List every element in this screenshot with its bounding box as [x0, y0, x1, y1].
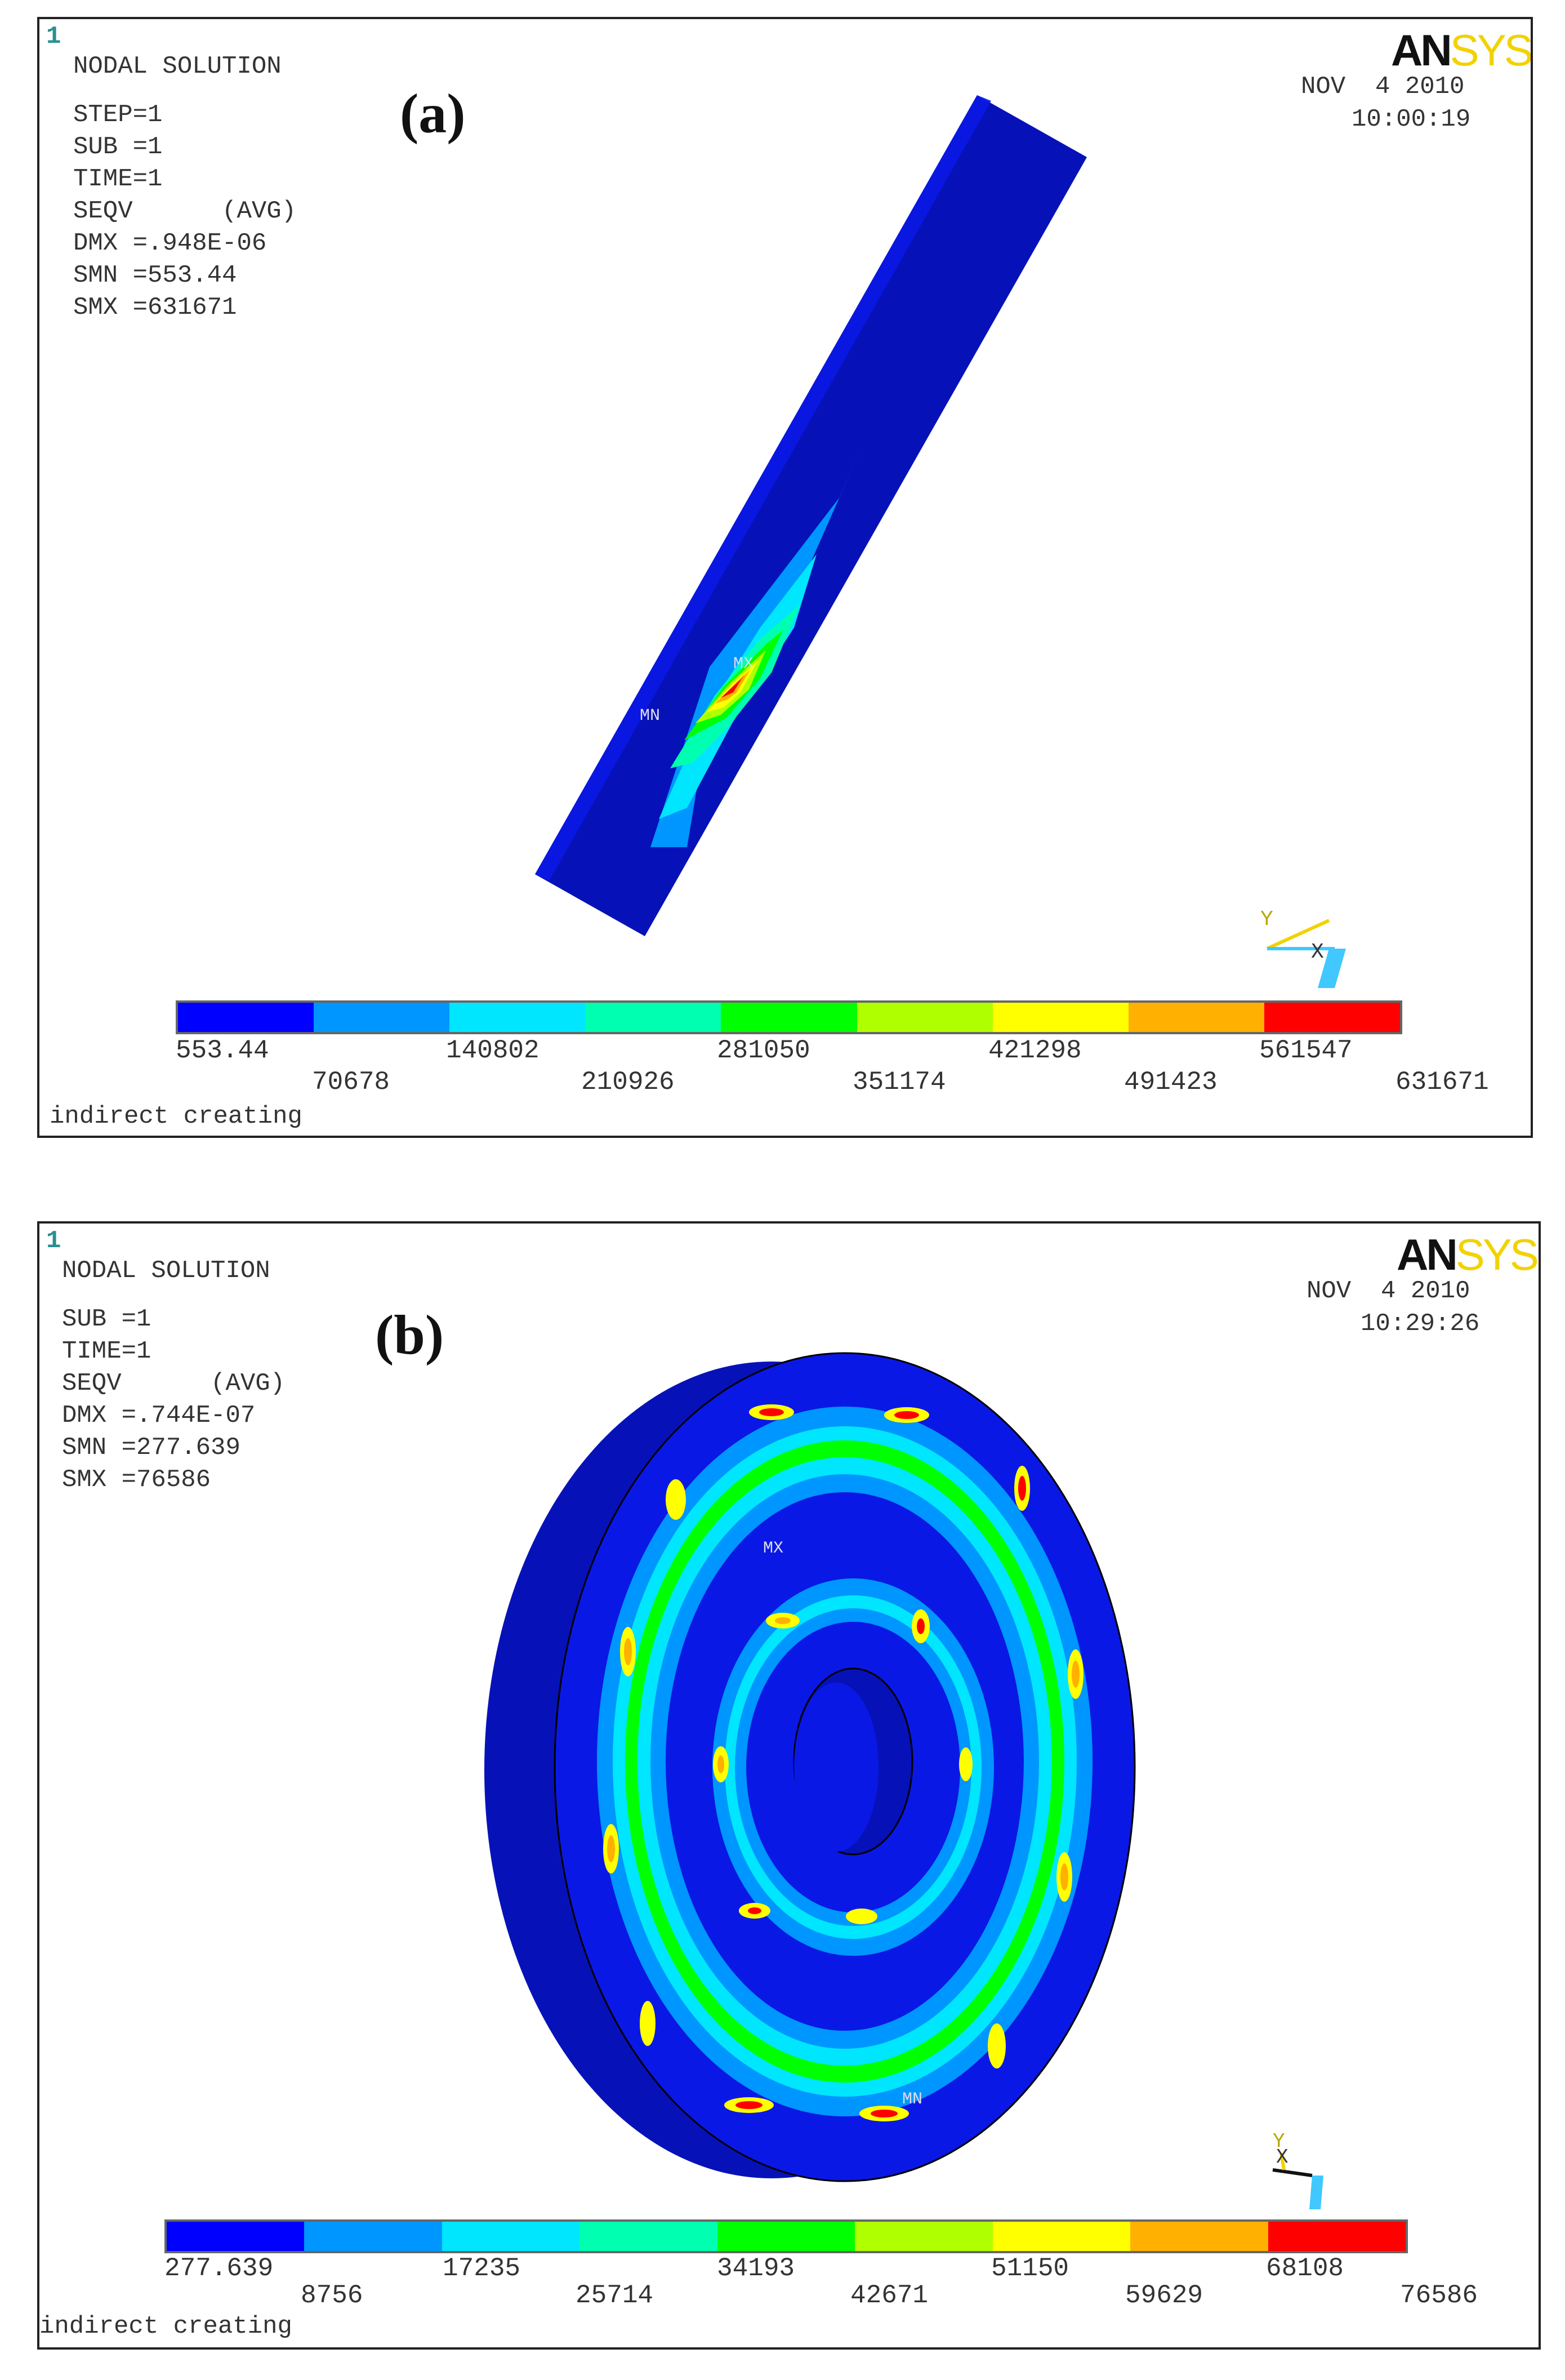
- legend-lower-label: 631671: [1395, 1067, 1489, 1097]
- legend-lower-label: 25714: [576, 2281, 654, 2310]
- info-line: SUB =1: [62, 1305, 151, 1333]
- legend-upper-label: 140802: [446, 1036, 539, 1065]
- legend-band: [992, 2222, 1131, 2251]
- coordinate-triad: [1266, 919, 1346, 988]
- legend-band: [314, 1003, 450, 1032]
- info-line: SMN =277.639: [62, 1434, 240, 1462]
- outer-hotspots: [603, 1404, 1084, 2121]
- legend-upper-label: 561547: [1259, 1036, 1353, 1065]
- info-line: SMN =553.44: [73, 261, 237, 290]
- legend-band: [721, 1003, 857, 1032]
- legend-upper-label: 51150: [991, 2254, 1069, 2283]
- legend-lower-label: 76586: [1400, 2281, 1478, 2310]
- legend-upper-label: 277.639: [164, 2254, 274, 2283]
- contour-legend: [164, 2219, 1408, 2253]
- logo-part-1: AN: [1397, 1230, 1458, 1279]
- panel-label: (a): [400, 82, 466, 145]
- result-header: NODAL SOLUTION: [62, 1257, 270, 1285]
- legend-band: [857, 1003, 993, 1032]
- legend-upper-label: 34193: [717, 2254, 795, 2283]
- date-stamp: NOV 4 2010: [1301, 73, 1465, 101]
- legend-band: [1130, 2222, 1268, 2251]
- logo-part-2: SYS: [1450, 25, 1531, 75]
- legend-lower-label: 70678: [312, 1067, 390, 1097]
- coordinate-triad: [1272, 2152, 1323, 2209]
- legend-lower-label: 491423: [1124, 1067, 1218, 1097]
- legend-band: [1128, 1003, 1264, 1032]
- result-header: NODAL SOLUTION: [73, 52, 282, 81]
- panel-label: (b): [375, 1304, 444, 1366]
- panel-a-graphics: [535, 95, 1346, 988]
- time-stamp: 10:00:19: [1352, 105, 1471, 134]
- view-number: 1: [46, 23, 61, 51]
- bar-top-face: [535, 95, 991, 881]
- info-line: STEP=1: [73, 101, 163, 129]
- info-line: SUB =1: [73, 133, 163, 161]
- legend-band: [855, 2222, 993, 2251]
- legend-band: [449, 1003, 586, 1032]
- legend-band: [442, 2222, 580, 2251]
- info-line: TIME=1: [73, 165, 163, 193]
- bar-side-face: [535, 95, 1087, 936]
- info-line: SEQV (AVG): [62, 1369, 286, 1398]
- legend-lower-label: 42671: [850, 2281, 929, 2310]
- logo-part-1: AN: [1391, 25, 1452, 75]
- logo-part-2: SYS: [1455, 1230, 1539, 1279]
- result-info: STEP=1 SUB =1 TIME=1 SEQV (AVG) DMX =.94…: [73, 103, 296, 320]
- time-stamp: 10:29:26: [1361, 1310, 1480, 1338]
- triad-x-label: X: [1311, 940, 1324, 964]
- info-line: SMX =631671: [73, 293, 237, 322]
- legend-upper-label: 281050: [717, 1036, 810, 1065]
- triad-y-label: Y: [1260, 907, 1273, 932]
- triad-y-label: Y: [1273, 2130, 1285, 2153]
- result-info: SUB =1 TIME=1 SEQV (AVG) DMX =.744E-07 S…: [62, 1307, 285, 1492]
- info-line: TIME=1: [62, 1337, 151, 1365]
- legend-band: [1268, 2222, 1406, 2251]
- legend-band: [167, 2222, 305, 2251]
- panel-b: 1 NODAL SOLUTION SUB =1 TIME=1 SEQV (AVG…: [37, 1221, 1541, 2350]
- legend-band: [304, 2222, 442, 2251]
- legend-lower-label: 351174: [853, 1067, 946, 1097]
- legend-lower-label: 8756: [301, 2281, 363, 2310]
- ansys-logo: ANSYS: [1391, 25, 1531, 76]
- legend-upper-label: 68108: [1266, 2254, 1344, 2283]
- legend-band: [579, 2222, 717, 2251]
- triad-x-label: X: [1276, 2146, 1288, 2169]
- legend-band: [992, 1003, 1129, 1032]
- legend-lower-label: 59629: [1125, 2281, 1203, 2310]
- legend-band: [178, 1003, 314, 1032]
- date-stamp: NOV 4 2010: [1307, 1277, 1470, 1305]
- info-line: SEQV (AVG): [73, 197, 297, 225]
- center-bore-inner: [794, 1683, 879, 1852]
- legend-band: [1264, 1003, 1400, 1032]
- legend-lower-label: 210926: [581, 1067, 675, 1097]
- info-line: SMX =76586: [62, 1466, 211, 1494]
- legend-band: [717, 2222, 855, 2251]
- info-line: DMX =.744E-07: [62, 1402, 256, 1430]
- footer-text: indirect creating: [50, 1102, 302, 1131]
- view-number: 1: [46, 1227, 61, 1255]
- inner-hotspots: [713, 1609, 973, 1924]
- panel-a: 1 NODAL SOLUTION STEP=1 SUB =1 TIME=1 SE…: [37, 17, 1533, 1138]
- max-marker: MX: [763, 1539, 784, 1558]
- min-marker: MN: [902, 2090, 923, 2109]
- min-marker: MN: [640, 706, 661, 726]
- info-line: DMX =.948E-06: [73, 229, 267, 257]
- ansys-logo: ANSYS: [1397, 1229, 1539, 1280]
- footer-text: indirect creating: [39, 2312, 292, 2341]
- legend-upper-label: 17235: [443, 2254, 521, 2283]
- legend-band: [585, 1003, 721, 1032]
- contour-legend: [176, 1000, 1402, 1034]
- max-marker: MX: [733, 655, 754, 674]
- legend-upper-label: 553.44: [176, 1036, 269, 1065]
- legend-upper-label: 421298: [988, 1036, 1082, 1065]
- panel-b-graphics: [484, 1352, 1323, 2209]
